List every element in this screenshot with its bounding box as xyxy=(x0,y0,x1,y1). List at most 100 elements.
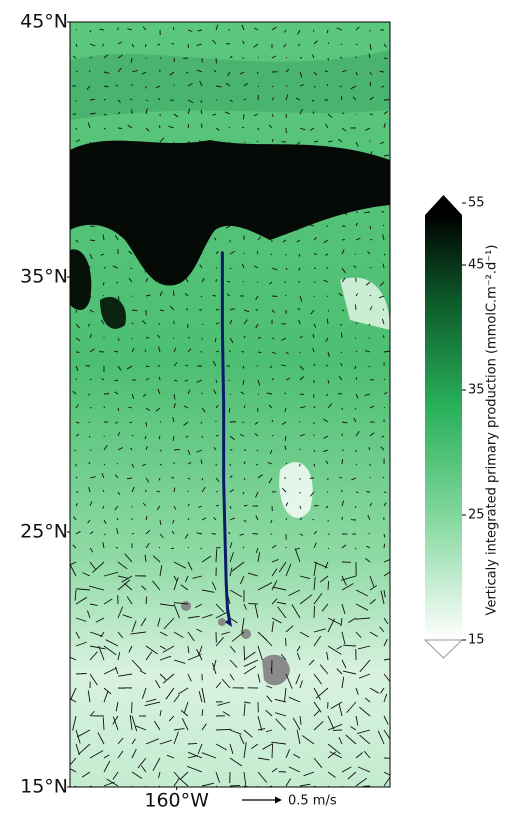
current-arrow xyxy=(384,379,385,380)
current-arrow xyxy=(314,505,319,506)
current-arrow xyxy=(132,533,134,534)
current-arrow xyxy=(145,44,146,47)
current-arrow xyxy=(216,547,221,548)
current-arrow xyxy=(300,166,301,170)
current-arrow xyxy=(202,436,203,438)
current-arrow xyxy=(299,421,300,422)
quiver-key-label: 0.5 m/s xyxy=(288,794,337,809)
current-arrow xyxy=(116,547,118,548)
current-arrow xyxy=(174,449,180,450)
current-arrow xyxy=(230,394,231,395)
current-arrow xyxy=(369,184,370,185)
colorbar-tick-label: 45 xyxy=(468,258,485,273)
current-arrow xyxy=(355,197,356,198)
current-arrow xyxy=(188,547,189,548)
current-arrow xyxy=(328,581,329,590)
current-arrow xyxy=(328,548,329,549)
current-arrow xyxy=(384,544,385,548)
current-arrow xyxy=(272,435,273,436)
current-arrow xyxy=(230,464,231,466)
current-arrow xyxy=(123,786,132,796)
current-arrow xyxy=(118,141,120,142)
current-arrow xyxy=(216,58,217,63)
current-arrow xyxy=(159,547,160,548)
current-arrow xyxy=(242,422,244,423)
current-arrow xyxy=(146,422,147,427)
current-arrow xyxy=(188,337,190,338)
current-arrow xyxy=(173,282,174,283)
colorbar-tick-label: 35 xyxy=(468,383,485,398)
current-arrow xyxy=(341,44,342,45)
lat-tick-label: 35°N xyxy=(20,266,68,288)
current-arrow xyxy=(229,380,230,381)
current-arrow xyxy=(90,30,91,32)
current-arrow xyxy=(117,309,118,310)
current-arrow xyxy=(213,295,216,296)
current-arrow xyxy=(370,239,372,240)
current-arrow xyxy=(202,197,206,198)
current-arrow xyxy=(355,304,356,310)
current-arrow xyxy=(227,281,230,282)
current-arrow xyxy=(103,282,104,285)
current-arrow xyxy=(230,785,240,786)
current-arrow xyxy=(258,57,259,58)
current-arrow xyxy=(258,394,259,395)
current-arrow xyxy=(146,156,148,157)
current-arrow xyxy=(89,422,90,423)
current-arrow xyxy=(356,492,358,493)
colorbar-label: Verticaly integrated primary production … xyxy=(485,245,500,616)
current-arrow xyxy=(356,464,357,465)
current-arrow xyxy=(146,184,148,185)
current-arrow xyxy=(272,420,273,422)
current-arrow xyxy=(313,30,314,32)
current-arrow xyxy=(229,127,230,128)
current-arrow xyxy=(384,492,386,493)
map-field xyxy=(65,22,399,798)
current-arrow xyxy=(159,125,160,128)
current-arrow xyxy=(258,156,259,157)
green-patch xyxy=(70,50,390,120)
current-arrow xyxy=(230,211,231,212)
island xyxy=(218,618,226,626)
current-arrow xyxy=(383,335,384,338)
current-arrow xyxy=(160,155,161,156)
current-arrow xyxy=(159,377,160,380)
colorbar-extend-bottom xyxy=(425,640,462,658)
lat-tick-label: 15°N xyxy=(20,776,68,798)
current-arrow xyxy=(285,295,286,296)
current-arrow xyxy=(188,743,197,744)
current-arrow xyxy=(341,352,342,353)
current-arrow xyxy=(76,673,87,674)
lat-tick-label: 25°N xyxy=(20,521,68,543)
colorbar-extend-top xyxy=(425,195,462,215)
current-arrow xyxy=(272,338,274,339)
current-arrow xyxy=(355,548,356,549)
current-arrow xyxy=(356,114,357,115)
current-arrow xyxy=(272,743,273,758)
current-arrow xyxy=(104,156,105,157)
current-arrow xyxy=(384,407,385,408)
ocean-field xyxy=(70,22,390,787)
current-arrow xyxy=(286,57,287,58)
current-arrow xyxy=(89,70,90,72)
current-arrow xyxy=(116,85,118,86)
current-arrow xyxy=(103,295,104,296)
island xyxy=(181,601,191,611)
current-arrow xyxy=(342,310,344,311)
current-arrow xyxy=(370,295,371,296)
current-arrow xyxy=(342,459,343,464)
current-arrow xyxy=(173,338,174,339)
current-arrow xyxy=(89,212,90,215)
current-arrow xyxy=(328,206,329,212)
current-arrow xyxy=(340,86,342,87)
colorbar xyxy=(425,215,462,640)
current-arrow xyxy=(369,533,370,534)
current-arrow xyxy=(171,43,174,44)
current-arrow xyxy=(76,296,79,297)
lat-tick-label: 45°N xyxy=(20,11,68,33)
current-arrow xyxy=(76,379,77,380)
colorbar-tick-label: 55 xyxy=(468,196,485,211)
current-arrow xyxy=(258,86,259,87)
quiver-key-head xyxy=(275,797,282,804)
